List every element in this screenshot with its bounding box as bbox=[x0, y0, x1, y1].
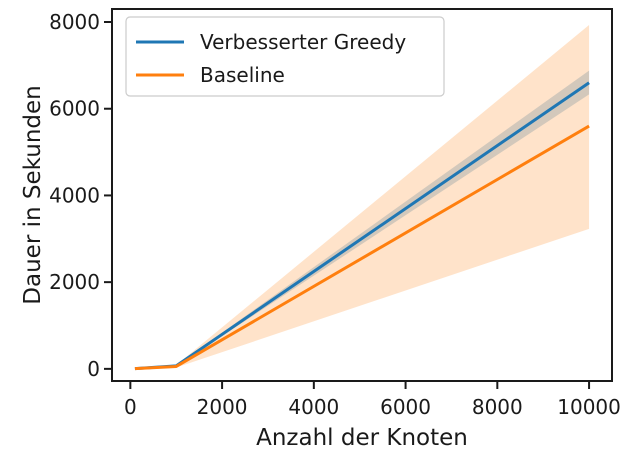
x-tick-label: 2000 bbox=[197, 395, 248, 419]
x-tick-label: 4000 bbox=[288, 395, 339, 419]
y-axis-title: Dauer in Sekunden bbox=[20, 85, 46, 304]
legend: Verbesserter Greedy Baseline bbox=[125, 16, 445, 97]
y-axis: 0 2000 4000 6000 8000 bbox=[49, 10, 112, 381]
x-axis: 0 2000 4000 6000 8000 10000 bbox=[124, 381, 621, 419]
legend-label-baseline: Baseline bbox=[200, 63, 285, 87]
legend-box bbox=[125, 16, 445, 97]
x-tick-label: 8000 bbox=[472, 395, 523, 419]
x-tick-label: 10000 bbox=[557, 395, 621, 419]
y-tick-label: 8000 bbox=[49, 10, 100, 34]
legend-label-verbesserter-greedy: Verbesserter Greedy bbox=[200, 30, 406, 54]
y-tick-label: 4000 bbox=[49, 183, 100, 207]
confidence-bands bbox=[134, 25, 590, 369]
y-tick-label: 6000 bbox=[49, 97, 100, 121]
y-tick-label: 2000 bbox=[49, 270, 100, 294]
x-tick-label: 6000 bbox=[380, 395, 431, 419]
x-axis-title: Anzahl der Knoten bbox=[256, 425, 468, 451]
band-baseline bbox=[134, 25, 590, 369]
line-baseline bbox=[134, 124, 590, 371]
x-tick-label: 0 bbox=[124, 395, 137, 419]
y-tick-label: 0 bbox=[87, 357, 100, 381]
series-lines bbox=[134, 81, 590, 371]
